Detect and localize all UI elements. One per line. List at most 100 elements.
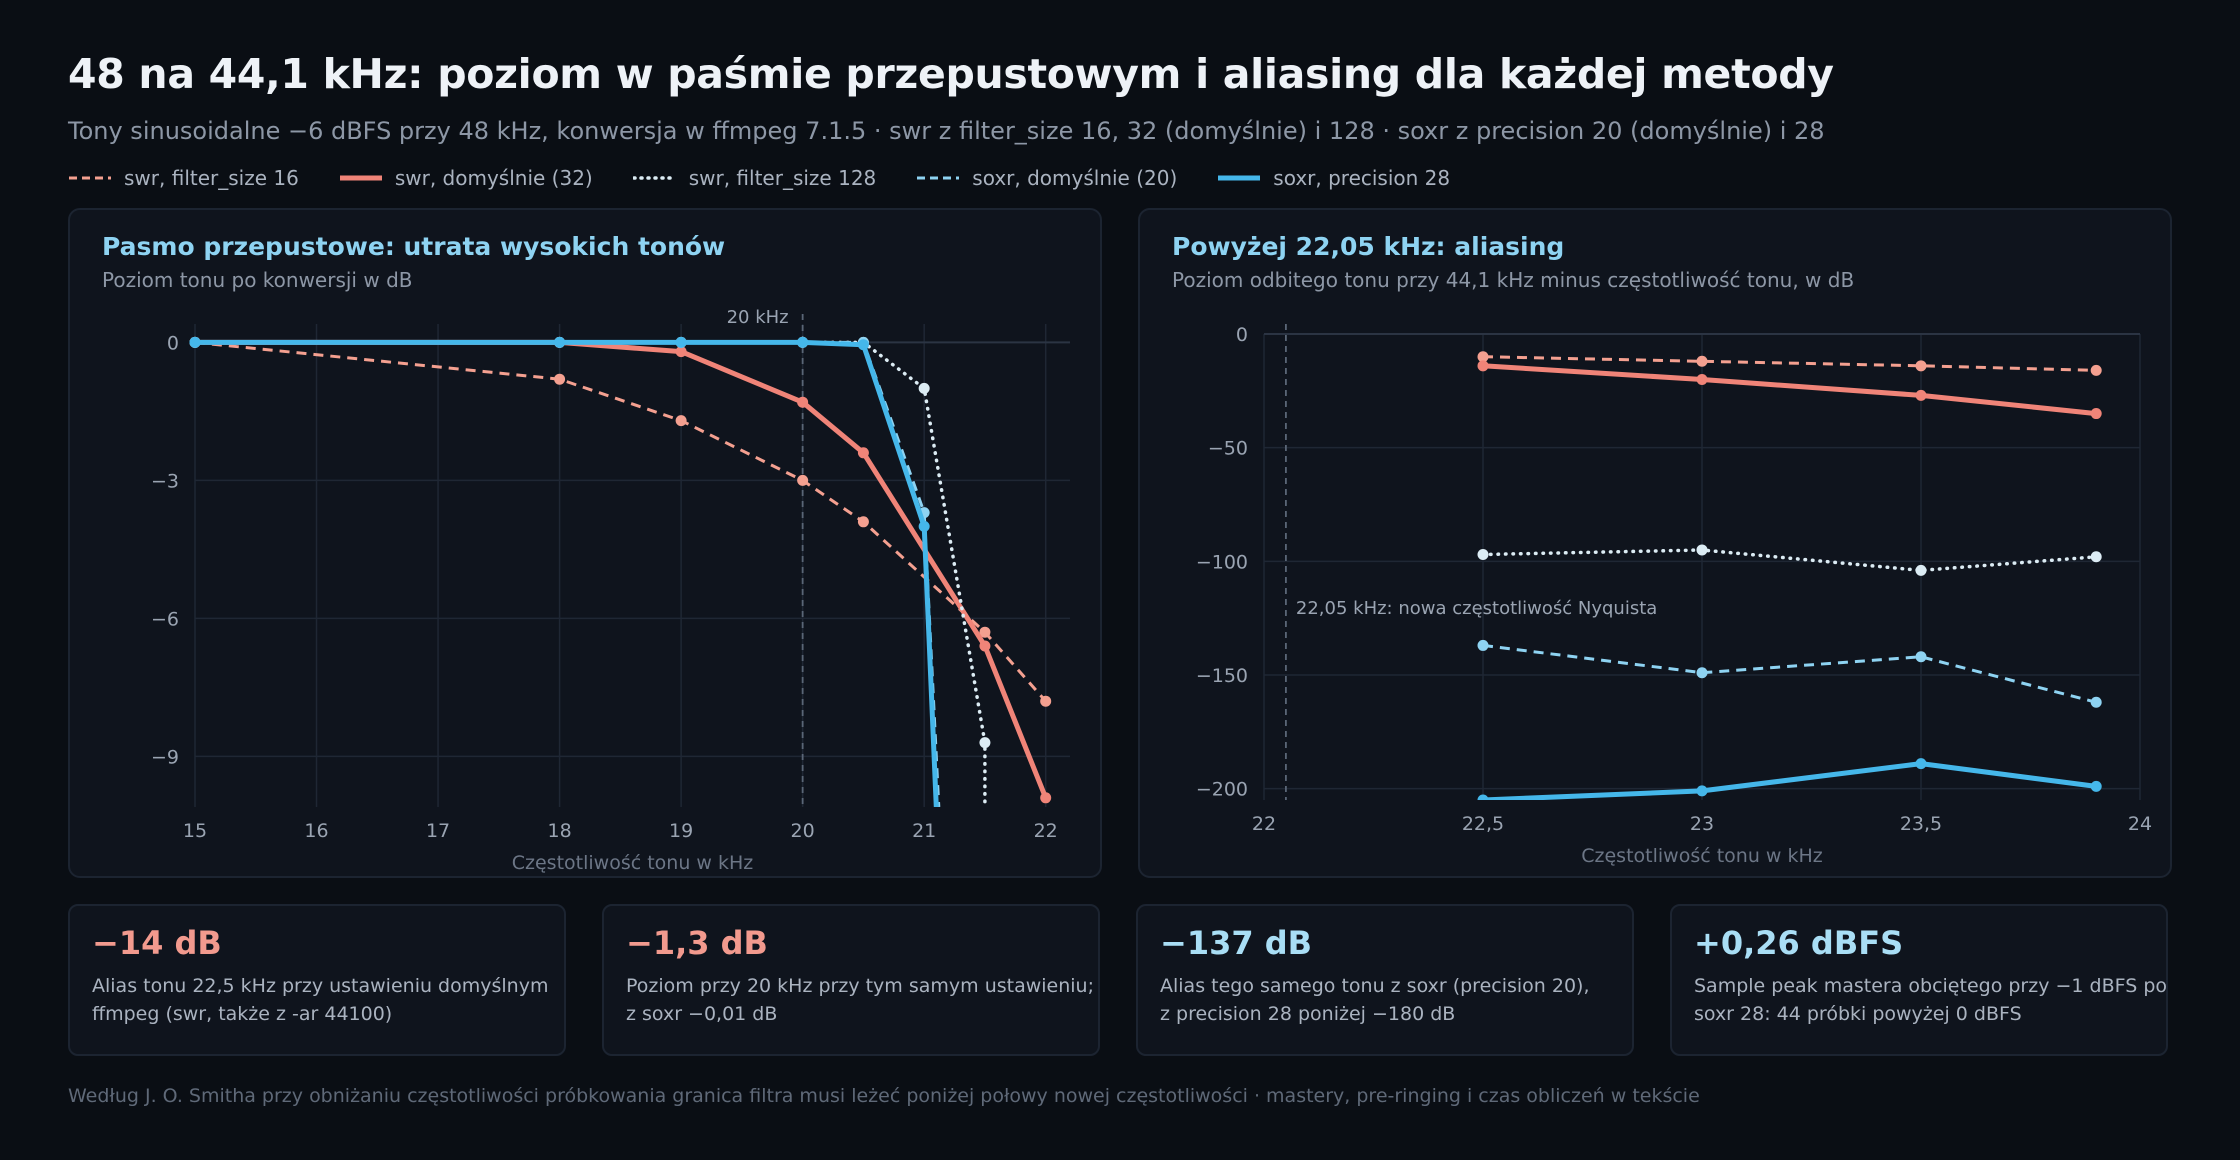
x-tick-label: 23,5: [1900, 813, 1942, 835]
stat-description: Sample peak mastera obciętego przy −1 dB…: [1694, 972, 2168, 1028]
data-point: [1915, 360, 1927, 372]
y-tick-label: 0: [1236, 324, 1248, 346]
y-tick-label: −6: [151, 608, 179, 630]
series-line: [195, 340, 941, 807]
stat-description-line: soxr 28: 44 próbki powyżej 0 dBFS: [1694, 1003, 2022, 1025]
y-tick-label: −3: [151, 470, 179, 492]
data-point: [1915, 651, 1927, 663]
legend: swr, filter_size 16 swr, domyślnie (32) sw…: [68, 164, 1490, 192]
series-line: [195, 339, 939, 807]
data-point: [2090, 780, 2102, 792]
y-tick-label: −200: [1196, 779, 1248, 801]
data-point: [857, 447, 869, 459]
data-point: [1040, 792, 1052, 804]
legend-swatch: [632, 176, 677, 180]
data-point: [979, 640, 991, 652]
series-swr-domy-lnie-32: [1477, 360, 2102, 420]
stat-description-line: Sample peak mastera obciętego przy −1 dB…: [1694, 975, 2168, 997]
series-soxr-precision-28: [189, 336, 939, 807]
data-point: [1477, 351, 1489, 363]
series-soxr-domy-lnie-20: [189, 336, 941, 807]
data-point: [1477, 794, 1489, 800]
stat-value: +0,26 dBFS: [1694, 924, 1904, 962]
data-point: [554, 373, 566, 385]
passband-panel-subtitle: Poziom tonu po konwersji w dB: [102, 268, 413, 292]
stat-description-line: z precision 28 poniżej −180 dB: [1160, 1003, 1456, 1025]
page-title: 48 na 44,1 kHz: poziom w paśmie przepust…: [68, 50, 1834, 98]
legend-item-soxr-domy-lnie-20: soxr, domyślnie (20): [916, 166, 1177, 190]
legend-swatch: [917, 176, 960, 180]
stat-card-alias-soxr: −137 dB Alias tego samego tonu z soxr (p…: [1136, 904, 1634, 1056]
data-point: [1696, 355, 1708, 367]
x-axis-title: Częstotliwość tonu w kHz: [512, 852, 754, 874]
data-point: [189, 336, 201, 348]
data-point: [2090, 408, 2102, 420]
stat-description: Alias tego samego tonu z soxr (precision…: [1160, 972, 1620, 1028]
series-swr-filter-size-16: [1477, 351, 2102, 376]
legend-swatch: [339, 175, 382, 181]
legend-item-swr-domy-lnie-32: swr, domyślnie (32): [339, 166, 593, 190]
data-point: [979, 626, 991, 638]
x-tick-label: 23: [1690, 813, 1714, 835]
series-swr-domy-lnie-32: [189, 336, 1052, 804]
series-soxr-precision-28: [1477, 758, 2102, 800]
x-tick-label: 22,5: [1462, 813, 1504, 835]
stat-card-sample-peak: +0,26 dBFS Sample peak mastera obciętego…: [1670, 904, 2168, 1056]
data-point: [1477, 360, 1489, 372]
stat-card-level-20k: −1,3 dB Poziom przy 20 kHz przy tym samy…: [602, 904, 1100, 1056]
x-tick-label: 16: [304, 820, 328, 842]
data-point: [1477, 639, 1489, 651]
aliasing-panel: Powyżej 22,05 kHz: aliasing Poziom odbit…: [1138, 208, 2172, 878]
data-point: [918, 520, 930, 532]
series-line: [1482, 643, 2097, 704]
data-point: [1477, 548, 1489, 560]
x-tick-label: 22: [1252, 813, 1276, 835]
stat-value: −14 dB: [92, 924, 222, 962]
data-point: [918, 382, 930, 394]
passband-panel: Pasmo przepustowe: utrata wysokich tonów…: [68, 208, 1102, 878]
legend-label: swr, filter_size 16: [124, 166, 299, 190]
legend-item-soxr-precision-28: soxr, precision 28: [1217, 166, 1450, 190]
aliasing-panel-title: Powyżej 22,05 kHz: aliasing: [1172, 232, 1565, 261]
legend-swatch: [1218, 175, 1261, 181]
series-line: [1482, 761, 2097, 800]
data-point: [2090, 551, 2102, 563]
stat-description: Poziom przy 20 kHz przy tym samym ustawi…: [626, 972, 1094, 1028]
annotation-label: 22,05 kHz: nowa częstotliwość Nyquista: [1296, 598, 1657, 619]
data-point: [1915, 564, 1927, 576]
y-tick-label: −9: [151, 746, 179, 768]
x-tick-label: 18: [547, 820, 571, 842]
stat-description-line: Alias tonu 22,5 kHz przy ustawieniu domy…: [92, 975, 549, 997]
y-tick-label: −150: [1196, 665, 1248, 687]
legend-label: swr, domyślnie (32): [394, 166, 593, 190]
data-point: [979, 737, 991, 749]
series-line: [195, 339, 1049, 799]
data-point: [554, 336, 566, 348]
legend-label: soxr, precision 28: [1273, 166, 1451, 190]
aliasing-panel-subtitle: Poziom odbitego tonu przy 44,1 kHz minus…: [1172, 268, 1855, 292]
stat-description-line: Alias tego samego tonu z soxr (precision…: [1160, 975, 1590, 997]
data-point: [1040, 695, 1052, 707]
series-line: [1482, 355, 2097, 372]
legend-item-swr-filter-size-128: swr, filter_size 128: [632, 166, 877, 190]
data-point: [1696, 544, 1708, 556]
x-tick-label: 19: [669, 820, 693, 842]
y-tick-label: 0: [167, 332, 179, 354]
data-point: [857, 339, 869, 351]
x-tick-label: 24: [2128, 813, 2152, 835]
data-point: [1915, 758, 1927, 770]
data-point: [857, 516, 869, 528]
series-line: [194, 340, 1047, 703]
stat-description-line: z soxr −0,01 dB: [626, 1003, 778, 1025]
series-swr-filter-size-128: [1477, 544, 2102, 576]
series-swr-filter-size-128: [189, 336, 991, 807]
data-point: [675, 336, 687, 348]
legend-label: swr, filter_size 128: [688, 166, 877, 190]
passband-panel-title: Pasmo przepustowe: utrata wysokich tonów: [102, 232, 726, 261]
data-point: [675, 415, 687, 427]
footer-note: Według J. O. Smitha przy obniżaniu częst…: [68, 1085, 1700, 1107]
stat-card-alias-default: −14 dB Alias tonu 22,5 kHz przy ustawien…: [68, 904, 566, 1056]
passband-chart: 15 16 17 18 19 20 21 22 0 −3 −6 −9 Częstotliwość ton…: [151, 307, 1070, 874]
data-point: [797, 396, 809, 408]
stat-description-line: ffmpeg (swr, także z -ar 44100): [92, 1003, 393, 1025]
